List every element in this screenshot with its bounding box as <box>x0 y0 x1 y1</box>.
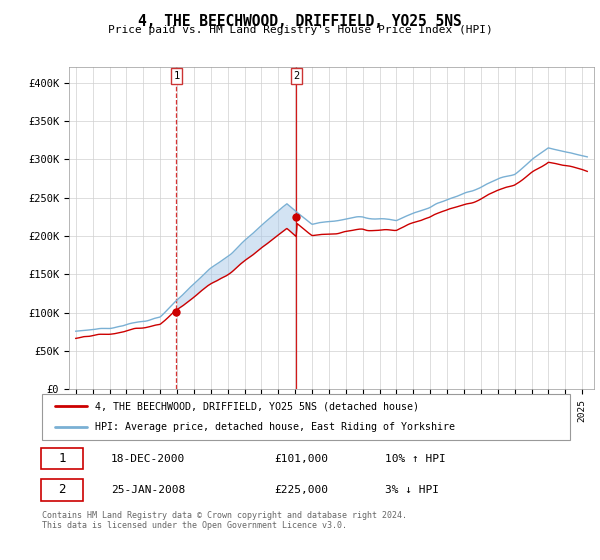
Text: 18-DEC-2000: 18-DEC-2000 <box>110 454 185 464</box>
Text: 10% ↑ HPI: 10% ↑ HPI <box>385 454 446 464</box>
Text: 2: 2 <box>58 483 66 496</box>
Text: 4, THE BEECHWOOD, DRIFFIELD, YO25 5NS: 4, THE BEECHWOOD, DRIFFIELD, YO25 5NS <box>138 14 462 29</box>
Text: HPI: Average price, detached house, East Riding of Yorkshire: HPI: Average price, detached house, East… <box>95 422 455 432</box>
Text: 2: 2 <box>293 71 299 81</box>
Text: £225,000: £225,000 <box>274 485 328 495</box>
FancyBboxPatch shape <box>41 448 83 469</box>
FancyBboxPatch shape <box>41 479 83 501</box>
Text: 1: 1 <box>173 71 179 81</box>
Text: £101,000: £101,000 <box>274 454 328 464</box>
Text: 4, THE BEECHWOOD, DRIFFIELD, YO25 5NS (detached house): 4, THE BEECHWOOD, DRIFFIELD, YO25 5NS (d… <box>95 401 419 411</box>
Text: 1: 1 <box>58 452 66 465</box>
Text: Contains HM Land Registry data © Crown copyright and database right 2024.
This d: Contains HM Land Registry data © Crown c… <box>42 511 407 530</box>
Text: 25-JAN-2008: 25-JAN-2008 <box>110 485 185 495</box>
Text: Price paid vs. HM Land Registry's House Price Index (HPI): Price paid vs. HM Land Registry's House … <box>107 25 493 35</box>
Text: 3% ↓ HPI: 3% ↓ HPI <box>385 485 439 495</box>
